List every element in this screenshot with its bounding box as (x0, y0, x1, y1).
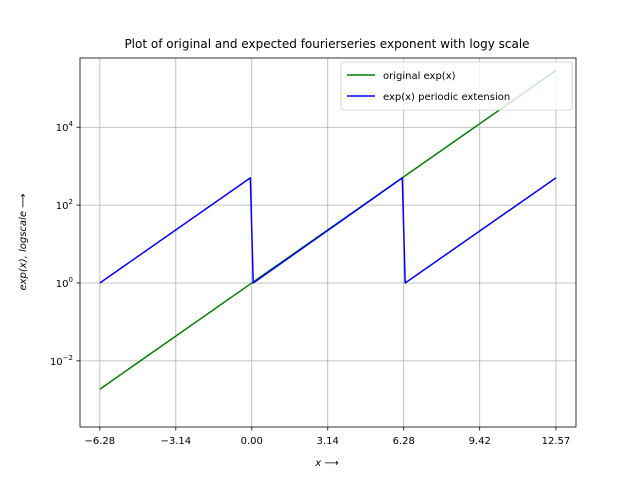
y-tick-label: 104 (56, 120, 74, 134)
series-line-1 (99, 177, 557, 284)
legend-box (340, 61, 573, 111)
chart-title: Plot of original and expected fourierser… (124, 37, 529, 51)
x-tick-label: 12.57 (542, 436, 571, 447)
legend-label: exp(x) periodic extension (383, 92, 510, 103)
y-tick-exponent: −2 (63, 354, 73, 362)
y-tick-label: 10−2 (50, 354, 73, 368)
y-tick-base: 10 (56, 123, 69, 134)
y-tick-label: 100 (56, 276, 73, 290)
legend: original exp(x) exp(x) periodic extension (340, 61, 573, 111)
y-tick-base: 10 (56, 279, 69, 290)
x-tick-label: −6.28 (85, 436, 116, 447)
y-tick-exponent: 0 (69, 276, 73, 284)
series-layer (99, 69, 557, 390)
x-tick-label: 9.42 (469, 436, 491, 447)
x-tick-label: −3.14 (160, 436, 191, 447)
y-tick-base: 10 (56, 201, 69, 212)
x-tick-label: 0.00 (241, 436, 263, 447)
y-tick-label: 102 (56, 198, 73, 212)
y-tick-base: 10 (50, 357, 63, 368)
y-tick-exponent: 4 (69, 120, 74, 128)
x-axis: −6.28 −3.14 0.00 3.14 6.28 9.42 12.57 (85, 427, 571, 447)
legend-label: original exp(x) (383, 71, 456, 82)
x-axis-label: x ⟶ (314, 458, 338, 469)
y-axis-label: exp(x), logscale ⟶ (18, 193, 29, 290)
x-tick-label: 3.14 (317, 436, 339, 447)
x-tick-label: 6.28 (393, 436, 415, 447)
grid-lines (80, 58, 576, 427)
y-tick-exponent: 2 (69, 198, 73, 206)
